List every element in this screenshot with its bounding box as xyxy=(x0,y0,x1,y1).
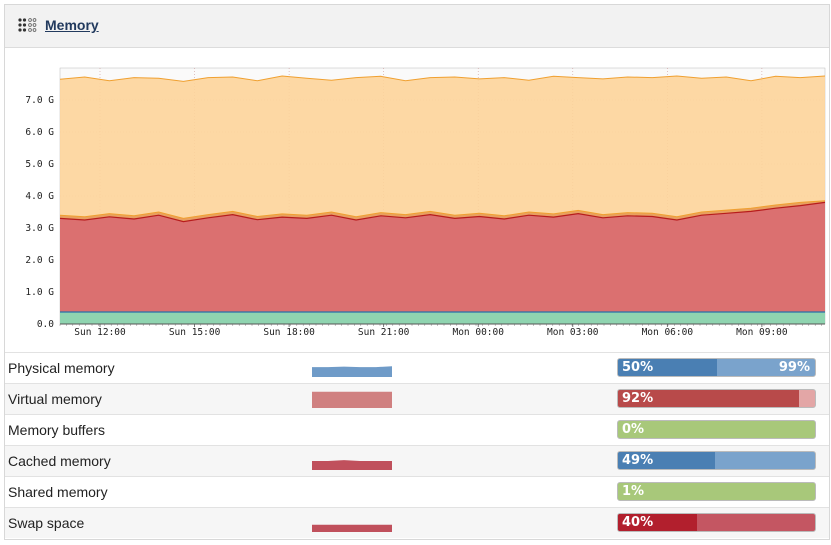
sparkline-area xyxy=(312,524,392,532)
y-tick-label: 2.0 G xyxy=(25,255,54,266)
table-row[interactable]: Swap space 40% xyxy=(5,507,829,538)
y-tick-label: 5.0 G xyxy=(25,159,54,170)
sparkline-area xyxy=(312,460,392,470)
y-tick-label: 4.0 G xyxy=(25,191,54,202)
usage-bar-fill xyxy=(618,390,800,407)
usage-bar: 49% xyxy=(617,451,816,470)
usage-bar: 92% xyxy=(617,389,816,408)
grid-dots-icon xyxy=(18,18,37,32)
memory-area-chart: 0.0 1.0 G 2.0 G 3.0 G 4.0 G 5.0 G 6.0 G 7.0 G Su… xyxy=(25,67,826,338)
row-label: Shared memory xyxy=(8,484,108,500)
series-upper-line xyxy=(59,200,826,219)
table-row[interactable]: Memory buffers 0% xyxy=(5,414,829,445)
row-label: Physical memory xyxy=(8,360,115,376)
x-tick-label: Mon 06:00 xyxy=(642,327,694,338)
usage-bar-fill xyxy=(618,483,620,500)
y-tick-label: 6.0 G xyxy=(25,127,54,138)
series-swap-area xyxy=(60,312,825,324)
row-label: Swap space xyxy=(8,515,85,531)
y-tick-label: 1.0 G xyxy=(25,287,54,298)
widget-header: Memory xyxy=(5,5,829,48)
usage-bar: 0% xyxy=(617,420,816,439)
widget-title-link[interactable]: Memory xyxy=(45,17,99,33)
series-total-line xyxy=(59,75,826,82)
sparkline xyxy=(312,524,392,532)
usage-bar-fill xyxy=(618,452,715,469)
y-tick-label: 0.0 xyxy=(37,319,54,330)
usage-bar: 40% xyxy=(617,513,816,532)
sparkline xyxy=(312,460,392,470)
usage-bar: 50% 99% xyxy=(617,358,816,377)
sparkline-area xyxy=(312,391,392,408)
x-tick-label: Sun 21:00 xyxy=(358,327,410,338)
x-tick-label: Mon 03:00 xyxy=(547,327,599,338)
row-label: Memory buffers xyxy=(8,422,105,438)
sparkline-area xyxy=(312,366,392,377)
x-tick-label: Sun 15:00 xyxy=(169,327,221,338)
usage-percent: 49% xyxy=(622,453,654,468)
table-row[interactable]: Shared memory 1% xyxy=(5,476,829,507)
usage-percent: 40% xyxy=(622,515,654,530)
sparkline xyxy=(312,391,392,408)
usage-percent: 0% xyxy=(622,422,645,437)
x-tick-label: Sun 18:00 xyxy=(263,327,315,338)
series-used-area xyxy=(60,202,825,324)
table-row[interactable]: Physical memory 50% 99% xyxy=(5,352,829,383)
memory-stats-table: Physical memory 50% 99% Virtual memory 92% Me… xyxy=(5,352,829,538)
usage-percent: 50% xyxy=(622,360,654,375)
x-tick-label: Mon 00:00 xyxy=(452,327,504,338)
usage-bar-fill xyxy=(618,359,717,376)
usage-bar: 1% xyxy=(617,482,816,501)
y-tick-label: 7.0 G xyxy=(25,95,54,106)
row-label: Virtual memory xyxy=(8,391,102,407)
series-used-line xyxy=(59,201,826,223)
x-tick-label: Mon 09:00 xyxy=(736,327,788,338)
y-tick-label: 3.0 G xyxy=(25,223,54,234)
memory-widget: Memory 0.0 1.0 G 2.0 G 3.0 G 4.0 G 5.0 G 6.0 G… xyxy=(4,4,830,540)
x-tick-label: Sun 12:00 xyxy=(74,327,126,338)
row-label: Cached memory xyxy=(8,453,111,469)
table-row[interactable]: Cached memory 49% xyxy=(5,445,829,476)
usage-percent: 92% xyxy=(622,391,654,406)
sparkline xyxy=(312,366,392,377)
table-row[interactable]: Virtual memory 92% xyxy=(5,383,829,414)
usage-percent: 1% xyxy=(622,484,645,499)
memory-chart: 0.0 1.0 G 2.0 G 3.0 G 4.0 G 5.0 G 6.0 G 7.0 G Su… xyxy=(5,48,829,351)
usage-percent-secondary: 99% xyxy=(778,360,810,375)
usage-bar-fill xyxy=(618,514,697,531)
